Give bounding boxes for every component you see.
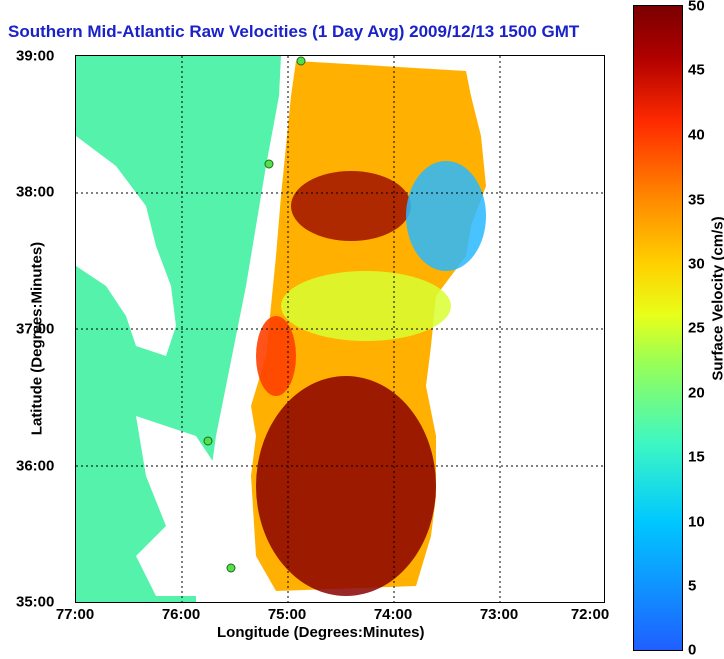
y-tick: 38:00 [16, 183, 55, 201]
bay-water [76, 136, 176, 356]
station-3 [203, 436, 213, 446]
x-tick: 73:00 [479, 606, 519, 623]
y-tick: 37:00 [16, 320, 55, 338]
y-tick: 39:00 [16, 47, 55, 65]
x-tick: 77:00 [55, 606, 95, 623]
map-plot-area [75, 55, 605, 603]
station-4 [226, 563, 236, 573]
colorbar-tick: 10 [688, 513, 705, 531]
colorbar-label: Surface Velocity (cm/s) [709, 216, 724, 381]
station-1 [296, 56, 306, 66]
colorbar [633, 5, 683, 651]
low-velocity-region [406, 161, 486, 271]
grid-lines [76, 56, 604, 602]
high-velocity-core-south [256, 376, 436, 596]
map-svg [76, 56, 604, 602]
y-tick: 35:00 [16, 593, 55, 611]
colorbar-tick: 45 [688, 61, 705, 79]
y-tick: 36:00 [16, 457, 55, 475]
colorbar-tick: 15 [688, 448, 705, 466]
x-tick: 74:00 [373, 606, 413, 623]
colorbar-tick: 25 [688, 319, 705, 337]
x-tick: 72:00 [570, 606, 610, 623]
colorbar-tick: 5 [688, 577, 697, 595]
mid-velocity-west [256, 316, 296, 396]
x-axis-label: Longitude (Degrees:Minutes) [217, 624, 425, 641]
sound-water [136, 416, 226, 596]
colorbar-tick: 50 [688, 0, 705, 15]
colorbar-tick: 35 [688, 191, 705, 209]
colorbar-tick: 40 [688, 126, 705, 144]
x-tick: 75:00 [267, 606, 307, 623]
x-tick: 76:00 [161, 606, 201, 623]
high-velocity-core-north [291, 171, 411, 241]
colorbar-tick: 30 [688, 255, 705, 273]
mid-velocity-band [281, 271, 451, 341]
map-title: Southern Mid-Atlantic Raw Velocities (1 … [8, 22, 580, 41]
colorbar-tick: 20 [688, 384, 705, 402]
y-axis-label: Latitude (Degrees:Minutes) [28, 241, 46, 436]
station-2 [264, 159, 274, 169]
colorbar-tick: 0 [688, 641, 697, 659]
